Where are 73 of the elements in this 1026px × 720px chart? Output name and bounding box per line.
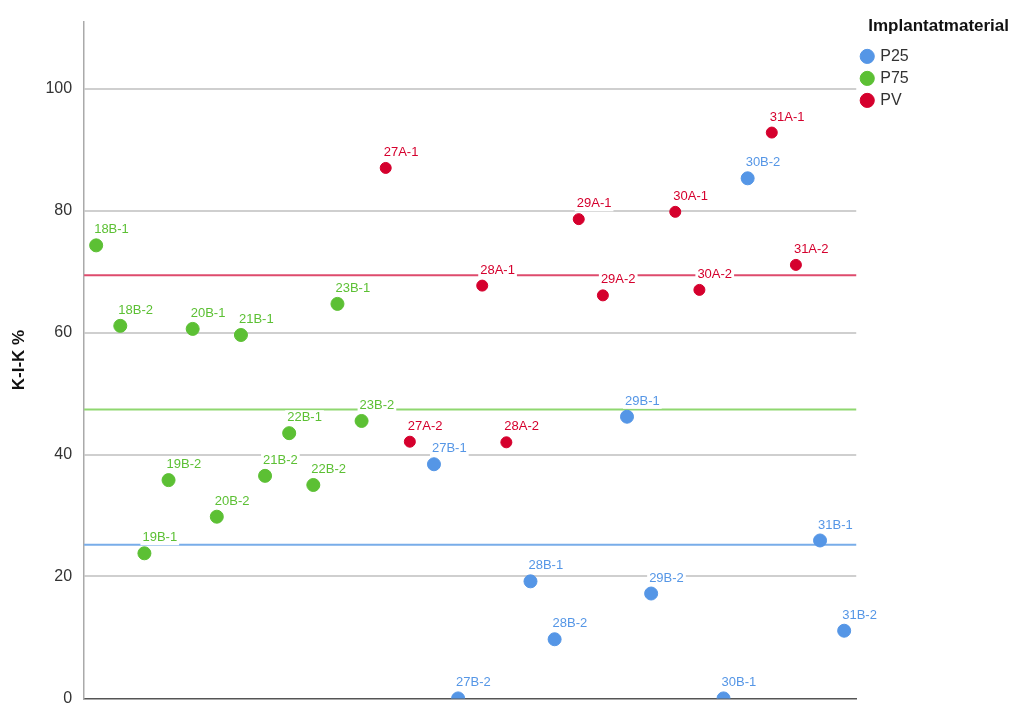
data-label: 28B-2 (552, 615, 588, 631)
point (596, 289, 609, 302)
point (354, 413, 369, 428)
data-label: 29B-1 (625, 392, 660, 408)
data-label: 30A-2 (697, 265, 733, 281)
data-label: 30B-1 (721, 674, 757, 690)
point (644, 586, 659, 601)
data-label: 29B-2 (649, 569, 684, 585)
legend-label: P25 (880, 46, 909, 64)
point (837, 623, 852, 638)
point (620, 409, 635, 424)
point (789, 258, 802, 271)
point (669, 205, 682, 218)
y-tick-label: 20 (54, 566, 73, 584)
point (740, 171, 755, 186)
point (282, 426, 297, 441)
data-label: 27A-2 (407, 417, 443, 433)
point (306, 478, 321, 492)
point (572, 213, 585, 226)
data-label: 31B-2 (842, 606, 877, 622)
point (89, 238, 104, 253)
point (233, 328, 248, 342)
point (137, 546, 152, 561)
data-label: 21B-1 (238, 311, 274, 327)
y-tick-label: 0 (63, 688, 73, 706)
data-label: 27B-1 (431, 440, 467, 456)
point (813, 533, 828, 548)
data-label: 22B-2 (311, 461, 347, 477)
y-tick-label: 60 (54, 322, 73, 340)
data-label: 22B-1 (287, 409, 322, 425)
data-label: 28B-1 (528, 557, 564, 573)
legend-title: Implantatmaterial (868, 16, 1009, 36)
data-label: 23B-2 (359, 397, 395, 413)
data-label: 18B-1 (94, 221, 129, 237)
data-label: 28A-1 (480, 261, 515, 277)
data-label: 27B-2 (456, 674, 491, 690)
data-label: 30A-1 (673, 187, 708, 203)
data-label: 23B-1 (335, 279, 371, 295)
point (258, 468, 273, 483)
data-label: 31B-1 (818, 516, 853, 532)
point (547, 632, 562, 647)
point (765, 126, 778, 139)
y-tick-label: 100 (45, 79, 73, 97)
data-label: 20B-2 (214, 492, 250, 508)
data-label: 28A-2 (504, 418, 540, 434)
data-label: 18B-2 (118, 301, 153, 317)
point (113, 318, 128, 333)
point (379, 161, 392, 174)
point (185, 321, 200, 336)
data-label: 27A-1 (383, 144, 419, 160)
point (330, 296, 345, 311)
point (426, 457, 441, 472)
data-label: 29A-1 (576, 195, 612, 211)
point (403, 435, 416, 448)
data-label: 19B-1 (142, 529, 178, 545)
point (500, 436, 513, 449)
y-tick-label: 40 (54, 444, 73, 462)
legend-label: P75 (880, 68, 909, 86)
data-label: 21B-2 (263, 451, 298, 467)
point (209, 509, 224, 524)
point (476, 279, 489, 292)
data-label: 20B-1 (190, 304, 226, 320)
data-label: 31A-2 (793, 240, 829, 256)
y-tick-label: 80 (54, 201, 73, 219)
y-axis-title: K-I-K % (8, 329, 28, 391)
data-label: 29A-2 (600, 271, 636, 287)
point (523, 574, 538, 589)
point (161, 473, 176, 488)
point (693, 283, 706, 296)
data-label: 30B-2 (745, 154, 781, 170)
data-label: 31A-1 (769, 108, 805, 124)
legend-label: PV (880, 90, 902, 108)
data-label: 19B-2 (166, 456, 202, 472)
